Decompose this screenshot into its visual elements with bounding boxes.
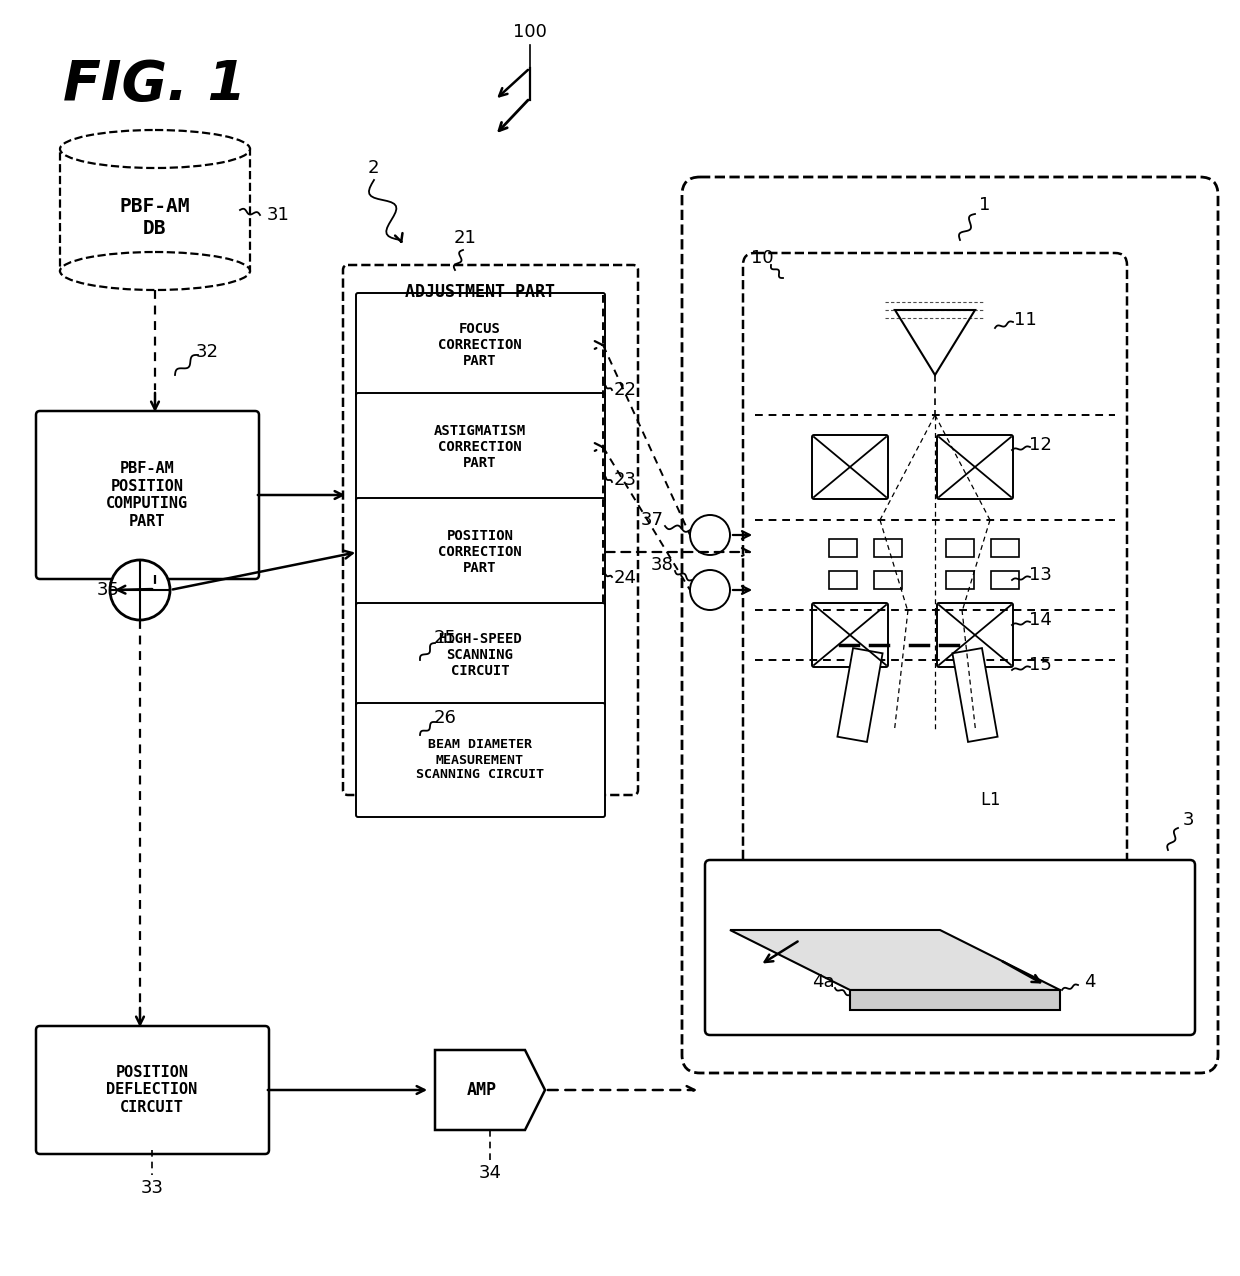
- Text: 2: 2: [367, 160, 378, 177]
- Text: 1: 1: [980, 197, 991, 214]
- Text: PBF-AM
DB: PBF-AM DB: [120, 198, 190, 239]
- Text: 25: 25: [434, 629, 456, 647]
- Text: 37: 37: [641, 510, 663, 530]
- Text: 14: 14: [1028, 611, 1052, 629]
- FancyBboxPatch shape: [36, 1026, 269, 1154]
- Circle shape: [689, 570, 730, 610]
- Text: 35: 35: [97, 581, 119, 598]
- Bar: [946, 538, 973, 558]
- Polygon shape: [952, 648, 998, 741]
- Ellipse shape: [60, 251, 250, 290]
- FancyBboxPatch shape: [343, 265, 639, 795]
- Text: HIGH-SPEED
SCANNING
CIRCUIT: HIGH-SPEED SCANNING CIRCUIT: [438, 632, 522, 679]
- Text: ASTIGMATISM
CORRECTION
PART: ASTIGMATISM CORRECTION PART: [434, 424, 526, 470]
- FancyBboxPatch shape: [356, 604, 605, 707]
- Bar: [874, 570, 901, 590]
- Polygon shape: [895, 310, 975, 375]
- Text: 21: 21: [454, 228, 476, 248]
- Text: 33: 33: [140, 1179, 164, 1197]
- Text: AMP: AMP: [467, 1081, 497, 1099]
- FancyBboxPatch shape: [356, 498, 605, 607]
- Text: 11: 11: [1013, 311, 1037, 329]
- Text: 3: 3: [1182, 812, 1194, 829]
- Text: 24: 24: [614, 569, 636, 587]
- Circle shape: [689, 516, 730, 555]
- Text: POSITION
CORRECTION
PART: POSITION CORRECTION PART: [438, 528, 522, 575]
- Text: 38: 38: [651, 556, 673, 574]
- Bar: [991, 570, 1019, 590]
- FancyBboxPatch shape: [356, 293, 605, 397]
- Text: 26: 26: [434, 709, 456, 727]
- Text: FOCUS
CORRECTION
PART: FOCUS CORRECTION PART: [438, 322, 522, 369]
- Bar: [830, 570, 857, 590]
- FancyBboxPatch shape: [36, 411, 259, 579]
- Polygon shape: [837, 648, 883, 741]
- FancyBboxPatch shape: [937, 604, 1013, 667]
- FancyBboxPatch shape: [812, 604, 888, 667]
- Text: L1: L1: [980, 791, 999, 809]
- Text: 15: 15: [1028, 656, 1052, 674]
- Text: 4a: 4a: [812, 974, 835, 991]
- Text: 22: 22: [614, 382, 636, 399]
- Bar: [991, 538, 1019, 558]
- Text: 31: 31: [267, 205, 289, 225]
- Text: 32: 32: [196, 343, 218, 361]
- Text: PBF-AM
POSITION
COMPUTING
PART: PBF-AM POSITION COMPUTING PART: [105, 462, 188, 528]
- Bar: [874, 538, 901, 558]
- Text: 10: 10: [750, 249, 774, 267]
- Text: ADJUSTMENT PART: ADJUSTMENT PART: [405, 283, 556, 301]
- Ellipse shape: [60, 130, 250, 168]
- FancyBboxPatch shape: [937, 435, 1013, 499]
- Text: BEAM DIAMETER
MEASUREMENT
SCANNING CIRCUIT: BEAM DIAMETER MEASUREMENT SCANNING CIRCU…: [415, 739, 544, 781]
- Text: 13: 13: [1028, 567, 1052, 584]
- FancyBboxPatch shape: [682, 177, 1218, 1073]
- Polygon shape: [730, 930, 1060, 990]
- Text: 4: 4: [1084, 974, 1096, 991]
- Text: 34: 34: [479, 1164, 501, 1182]
- Text: 100: 100: [513, 23, 547, 41]
- Polygon shape: [435, 1050, 546, 1131]
- Text: FIG. 1: FIG. 1: [63, 57, 247, 112]
- Text: POSITION
DEFLECTION
CIRCUIT: POSITION DEFLECTION CIRCUIT: [107, 1065, 197, 1115]
- FancyBboxPatch shape: [356, 393, 605, 501]
- Bar: [830, 538, 857, 558]
- FancyBboxPatch shape: [706, 860, 1195, 1035]
- Circle shape: [110, 560, 170, 620]
- FancyBboxPatch shape: [356, 703, 605, 817]
- Text: 23: 23: [614, 471, 636, 489]
- FancyBboxPatch shape: [812, 435, 888, 499]
- Polygon shape: [849, 990, 1060, 1011]
- Polygon shape: [60, 149, 250, 271]
- FancyBboxPatch shape: [743, 253, 1127, 907]
- Bar: [946, 570, 973, 590]
- Text: 12: 12: [1028, 436, 1052, 454]
